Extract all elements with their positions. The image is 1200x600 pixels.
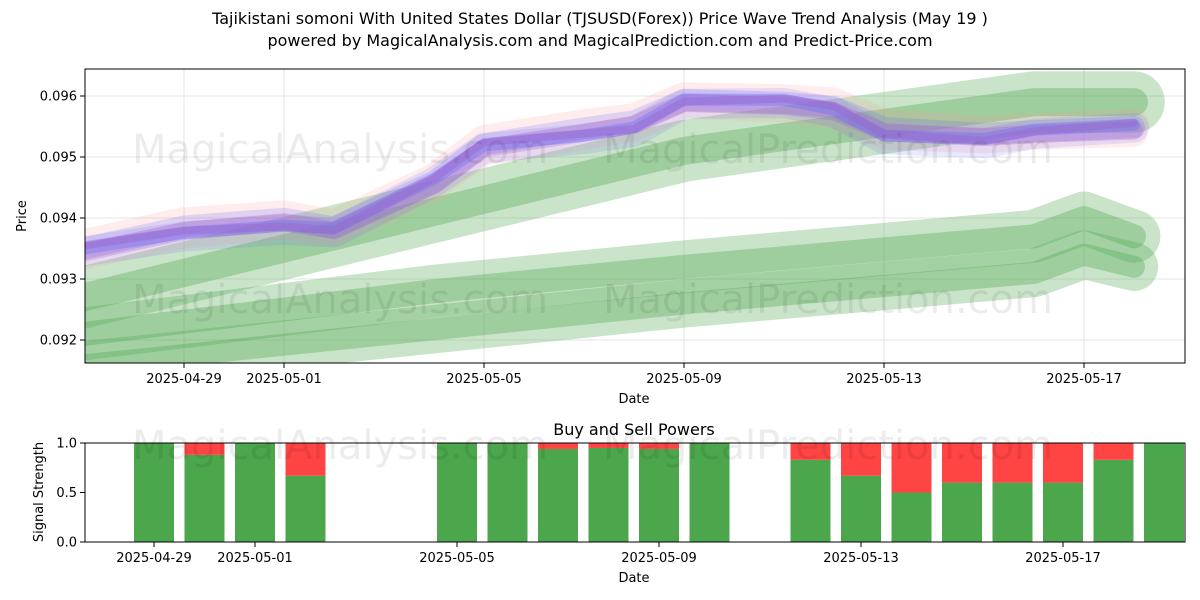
buy-bar xyxy=(1093,459,1134,542)
projection-wave-core xyxy=(85,206,1146,346)
projection-wave xyxy=(85,191,1161,361)
powers-y-tick-label: 1.0 xyxy=(56,437,77,452)
price-y-tick-label: 0.095 xyxy=(40,151,77,166)
powers-x-label: Date xyxy=(618,571,649,586)
watermark-layer-top: MagicalAnalysis.com MagicalPrediction.co… xyxy=(132,127,1053,323)
buy-bar xyxy=(538,448,578,542)
powers-y-label: Signal Strength xyxy=(32,442,47,542)
sell-bar xyxy=(1093,443,1134,460)
price-x-tick-label: 2025-05-01 xyxy=(246,372,322,387)
watermark-prediction: MagicalPrediction.com xyxy=(603,423,1053,469)
sell-bar xyxy=(891,443,932,493)
powers-x-tick-label: 2025-05-17 xyxy=(1025,551,1101,566)
price-x-tick-label: 2025-04-29 xyxy=(146,372,222,387)
chart-title: Tajikistani somoni With United States Do… xyxy=(212,9,988,28)
buy-bar xyxy=(689,443,730,542)
powers-title: Buy and Sell Powers xyxy=(553,420,715,439)
sell-bar xyxy=(588,443,629,448)
buy-bar xyxy=(588,447,629,542)
buy-bar xyxy=(184,454,225,542)
watermark-analysis: MagicalAnalysis.com xyxy=(132,423,548,469)
powers-x-tick-label: 2025-04-29 xyxy=(116,551,192,566)
sell-bar xyxy=(639,443,679,449)
powers-x-tick-label: 2025-05-01 xyxy=(217,551,293,566)
sell-bar xyxy=(538,443,578,449)
buy-bar xyxy=(992,482,1033,542)
buy-bar xyxy=(891,492,932,542)
price-y-tick-label: 0.096 xyxy=(40,90,77,105)
sell-bar xyxy=(942,443,982,483)
buy-bar xyxy=(134,443,174,542)
watermark-prediction: MagicalPrediction.com xyxy=(603,127,1053,173)
buy-bar xyxy=(437,443,477,542)
sell-bar xyxy=(1043,443,1083,483)
price-wave xyxy=(85,93,1140,255)
sell-bar xyxy=(790,443,831,460)
price-y-tick-label: 0.094 xyxy=(40,212,77,227)
price-grid xyxy=(85,69,1185,363)
watermark-prediction: MagicalPrediction.com xyxy=(603,277,1053,323)
projection-wave xyxy=(85,71,1165,329)
price-wave xyxy=(85,88,1149,267)
buy-bar xyxy=(285,475,326,542)
price-y-label: Price xyxy=(15,200,30,232)
projection-wave-core xyxy=(85,88,1148,312)
price-y-tick-label: 0.093 xyxy=(40,273,77,288)
price-x-tick-label: 2025-05-09 xyxy=(646,372,722,387)
price-x-label: Date xyxy=(618,392,649,407)
buy-bar xyxy=(1144,443,1184,542)
buy-bar xyxy=(487,443,528,542)
projection-wave xyxy=(85,230,1159,363)
powers-y-tick-label: 0.5 xyxy=(56,486,77,501)
watermark-analysis: MagicalAnalysis.com xyxy=(132,277,548,323)
chart-subtitle: powered by MagicalAnalysis.com and Magic… xyxy=(267,31,933,50)
price-wave xyxy=(85,94,1138,250)
price-x-tick-label: 2025-05-05 xyxy=(446,372,522,387)
price-axes: 2025-04-29 2025-05-01 2025-05-05 2025-05-09… xyxy=(40,90,1122,388)
watermark-analysis: MagicalAnalysis.com xyxy=(132,127,548,173)
buy-bar xyxy=(1043,482,1083,542)
buy-bar xyxy=(790,459,831,542)
powers-x-tick-label: 2025-05-05 xyxy=(419,551,495,566)
buy-bar xyxy=(942,482,982,542)
price-wave xyxy=(85,92,1147,270)
sell-bar xyxy=(992,443,1033,483)
price-wave xyxy=(85,82,1149,259)
price-plot-frame xyxy=(84,68,1186,364)
buy-bar xyxy=(639,448,679,542)
buy-bar xyxy=(235,443,275,542)
projection-wave-core xyxy=(85,243,1145,363)
sell-bar xyxy=(184,443,225,455)
price-wave xyxy=(85,93,1143,262)
powers-bars xyxy=(134,443,1184,542)
powers-axes: 2025-04-29 2025-05-01 2025-05-05 2025-05-09… xyxy=(56,437,1100,567)
sell-bar xyxy=(841,443,881,476)
price-y-tick-label: 0.092 xyxy=(40,334,77,349)
price-x-tick-label: 2025-05-13 xyxy=(846,372,922,387)
price-x-tick-label: 2025-05-17 xyxy=(1046,372,1122,387)
price-wave xyxy=(85,89,1145,260)
buy-bar xyxy=(841,475,881,542)
powers-x-tick-label: 2025-05-09 xyxy=(621,551,697,566)
sell-bar xyxy=(285,443,326,476)
powers-x-tick-label: 2025-05-13 xyxy=(823,551,899,566)
wave-layer xyxy=(85,71,1165,363)
powers-y-tick-label: 0.0 xyxy=(56,536,77,551)
watermark-layer-bottom: MagicalAnalysis.com MagicalPrediction.co… xyxy=(132,423,1053,469)
